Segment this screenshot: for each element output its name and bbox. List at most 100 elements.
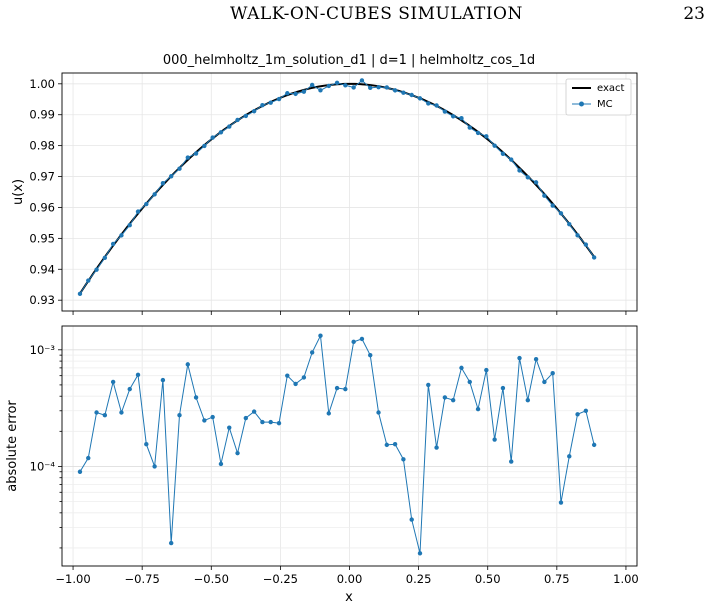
error-point: [285, 373, 290, 378]
error-point: [160, 377, 166, 383]
top-chart-title: 000_helmholtz_1m_solution_d1 | d=1 | hel…: [163, 53, 535, 68]
mc-point: [318, 88, 323, 93]
error-point: [260, 419, 265, 425]
mc-point: [293, 91, 298, 97]
error-point: [484, 367, 489, 373]
mc-point: [359, 78, 365, 83]
mc-point: [558, 211, 564, 216]
mc-point: [260, 102, 265, 108]
error-point: [509, 459, 514, 464]
mc-point: [450, 114, 456, 119]
error-point: [251, 409, 257, 414]
error-point: [417, 551, 423, 556]
mc-point: [426, 101, 431, 106]
top-grid: [62, 73, 637, 311]
top-y-tick-label: 0.97: [29, 170, 55, 184]
error-point: [351, 339, 356, 345]
mc-point: [218, 130, 224, 135]
error-point: [542, 379, 547, 385]
bottom-grid: [62, 326, 637, 566]
top-y-tick-label: 0.96: [29, 200, 55, 214]
error-point: [243, 415, 249, 421]
error-point: [218, 461, 224, 467]
error-point: [144, 442, 149, 447]
mc-point: [160, 181, 166, 186]
error-point: [185, 362, 190, 367]
bottom-x-tick-label: −1.00: [55, 572, 90, 586]
error-point: [227, 425, 232, 430]
error-point: [268, 419, 273, 425]
mc-point: [459, 115, 464, 121]
bottom-x-tick-label: −0.50: [194, 572, 229, 586]
mc-point: [517, 168, 522, 173]
bottom-x-tick-label: −0.25: [263, 572, 298, 586]
mc-point: [492, 143, 497, 148]
bottom-x-tick-label: 0.50: [475, 572, 501, 586]
bottom-x-tick-label: 1.00: [613, 572, 639, 586]
mc-point: [343, 83, 348, 88]
error-point: [533, 357, 539, 362]
error-point: [376, 410, 381, 415]
mc-point: [500, 151, 506, 156]
top-y-ticks: 0.93 0.94 0.95 0.96 0.97 0.98 0.99 1.00: [29, 77, 62, 307]
mc-point: [376, 84, 381, 90]
error-point: [426, 382, 431, 388]
mc-point: [86, 278, 91, 283]
error-point: [517, 355, 522, 361]
error-point: [334, 385, 340, 391]
error-point: [235, 450, 240, 456]
error-point: [309, 350, 315, 355]
mc-point: [326, 83, 331, 89]
error-point: [392, 442, 398, 447]
error-point: [102, 412, 108, 418]
bottom-y-ticks: 10⁻³ 10⁻⁴: [30, 343, 62, 549]
error-point: [492, 437, 497, 442]
mc-point: [567, 221, 572, 227]
bottom-panel: absolute error x −1.00 −0.75 −0.50 −0.25 0.0…: [5, 325, 639, 605]
error-point: [210, 414, 215, 420]
mc-point: [467, 125, 472, 130]
mc-point: [591, 255, 597, 260]
error-point: [168, 540, 174, 546]
exact-series-line: [79, 82, 595, 295]
mc-point: [251, 109, 257, 114]
error-point: [293, 381, 298, 387]
error-point: [467, 379, 472, 385]
mc-point: [77, 291, 83, 297]
error-point: [326, 411, 331, 416]
mc-point: [102, 255, 108, 261]
error-series-line: [79, 333, 595, 554]
mc-point: [268, 100, 273, 105]
mc-point: [285, 91, 290, 96]
mc-point: [185, 155, 190, 160]
error-point: [152, 464, 157, 469]
error-point: [401, 457, 406, 462]
mc-point: [409, 92, 414, 98]
legend: exact MC: [565, 78, 632, 116]
bottom-plot-frame: [61, 325, 638, 567]
error-point: [318, 333, 323, 338]
mc-point: [575, 233, 580, 238]
mc-point: [525, 175, 531, 180]
mc-point: [202, 143, 207, 149]
top-y-tick-label: 0.95: [29, 231, 55, 245]
page-header: WALK-ON-CUBES SIMULATION 23: [0, 0, 721, 40]
mc-point: [309, 82, 315, 88]
bottom-x-tick-label: 0.75: [544, 572, 570, 586]
top-y-tick-label: 0.93: [29, 293, 55, 307]
legend-mc-label: MC: [597, 99, 613, 110]
top-y-tick-label: 0.98: [29, 139, 55, 153]
error-point: [525, 397, 531, 403]
error-point: [591, 442, 597, 448]
mc-point: [135, 209, 141, 214]
mc-point: [243, 113, 249, 119]
mc-point: [152, 192, 157, 197]
top-plot-frame: [61, 72, 638, 312]
mc-point: [550, 203, 555, 208]
bottom-y-tick-label: 10⁻⁴: [30, 459, 56, 473]
mc-point: [235, 117, 240, 123]
mc-point: [334, 80, 340, 86]
error-point: [450, 397, 456, 403]
error-point: [384, 442, 390, 448]
